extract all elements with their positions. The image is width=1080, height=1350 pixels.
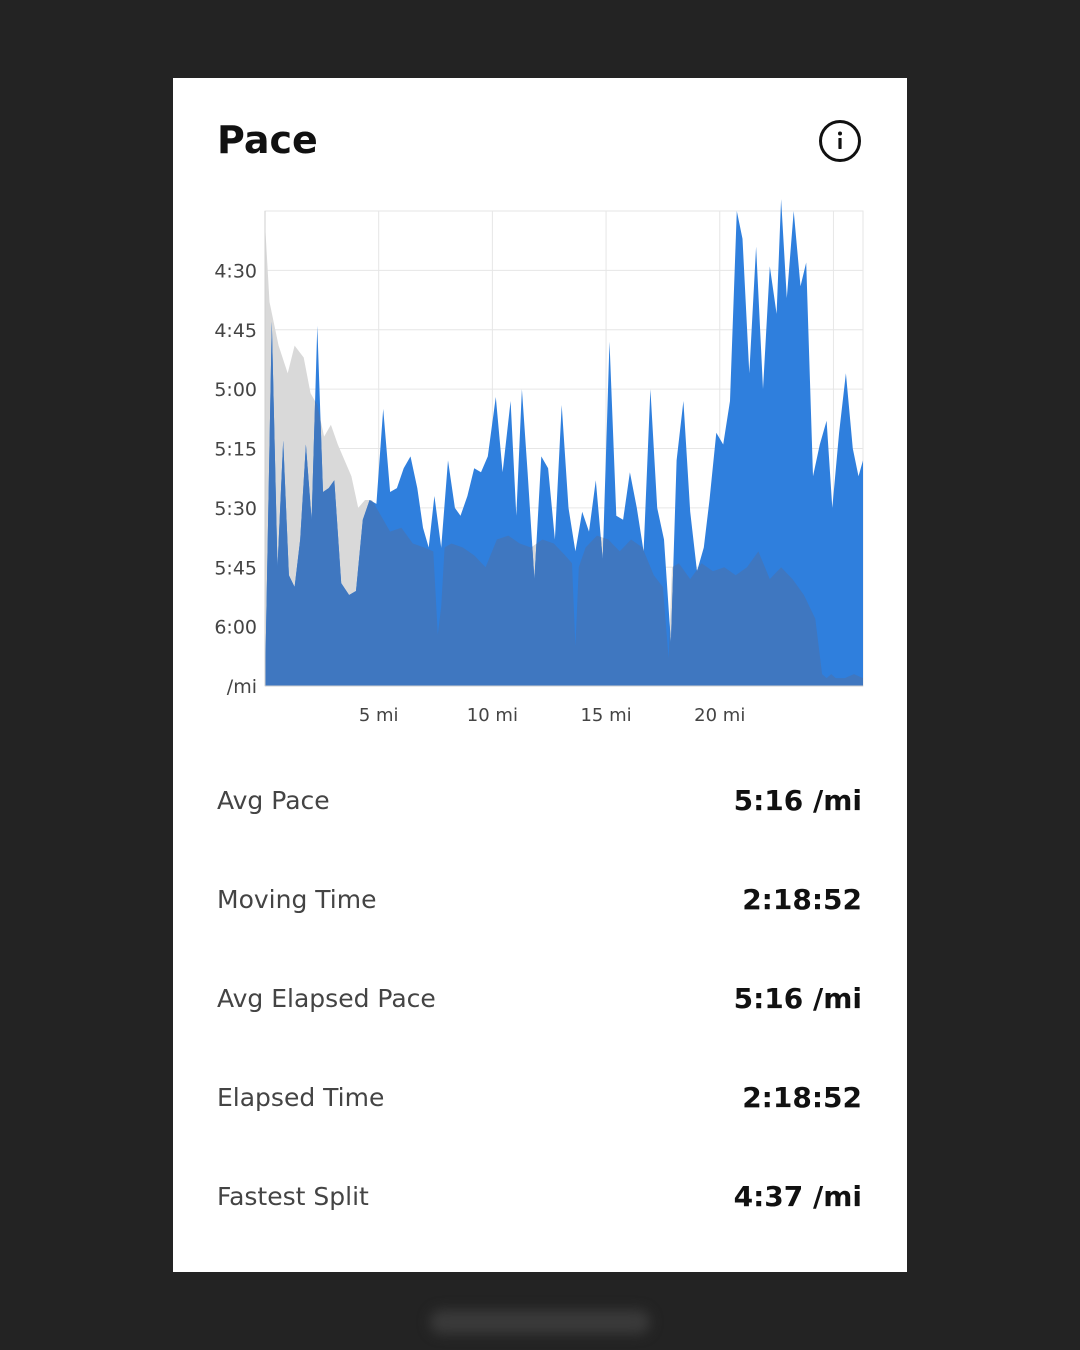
y-unit-label: /mi	[227, 676, 257, 698]
y-tick-label: 4:45	[214, 320, 257, 342]
x-tick-label: 15 mi	[580, 705, 631, 726]
stat-row-elapsed-time: Elapsed Time 2:18:52	[217, 1048, 862, 1147]
pace-card: Pace 4:30 4:45 5:00 5:15 5:30 5:45 6:00/mi 5 mi…	[173, 78, 907, 1272]
y-tick-label: 6:00	[214, 617, 257, 639]
stat-label: Fastest Split	[217, 1182, 369, 1211]
stat-value: 2:18:52	[742, 883, 862, 916]
y-tick-label: 5:00	[214, 379, 257, 401]
y-tick-label: 5:45	[214, 557, 257, 579]
stat-value: 4:37 /mi	[733, 1180, 862, 1213]
pace-chart: 4:30 4:45 5:00 5:15 5:30 5:45 6:00/mi 5 mi 10 mi…	[214, 199, 864, 726]
blurred-watermark	[430, 1310, 650, 1334]
info-button[interactable]	[819, 120, 861, 162]
stat-value: 5:16 /mi	[733, 982, 862, 1015]
y-tick-label: 4:30	[214, 260, 257, 282]
stat-row-avg-elapsed-pace: Avg Elapsed Pace 5:16 /mi	[217, 949, 862, 1048]
x-tick-label: 20 mi	[694, 705, 745, 726]
x-tick-label: 5 mi	[359, 705, 399, 726]
stats-list: Avg Pace 5:16 /mi Moving Time 2:18:52 Av…	[217, 751, 862, 1246]
x-tick-label: 10 mi	[467, 705, 518, 726]
y-tick-label: 5:15	[214, 439, 257, 461]
stat-value: 5:16 /mi	[733, 784, 862, 817]
stat-label: Elapsed Time	[217, 1083, 385, 1112]
info-icon	[838, 131, 842, 149]
stat-label: Avg Pace	[217, 786, 330, 815]
stat-label: Avg Elapsed Pace	[217, 984, 436, 1013]
stat-label: Moving Time	[217, 885, 377, 914]
stat-row-avg-pace: Avg Pace 5:16 /mi	[217, 751, 862, 850]
card-title: Pace	[217, 118, 318, 162]
stat-row-fastest-split: Fastest Split 4:37 /mi	[217, 1147, 862, 1246]
stat-row-moving-time: Moving Time 2:18:52	[217, 850, 862, 949]
y-tick-label: 5:30	[214, 498, 257, 520]
stat-value: 2:18:52	[742, 1081, 862, 1114]
